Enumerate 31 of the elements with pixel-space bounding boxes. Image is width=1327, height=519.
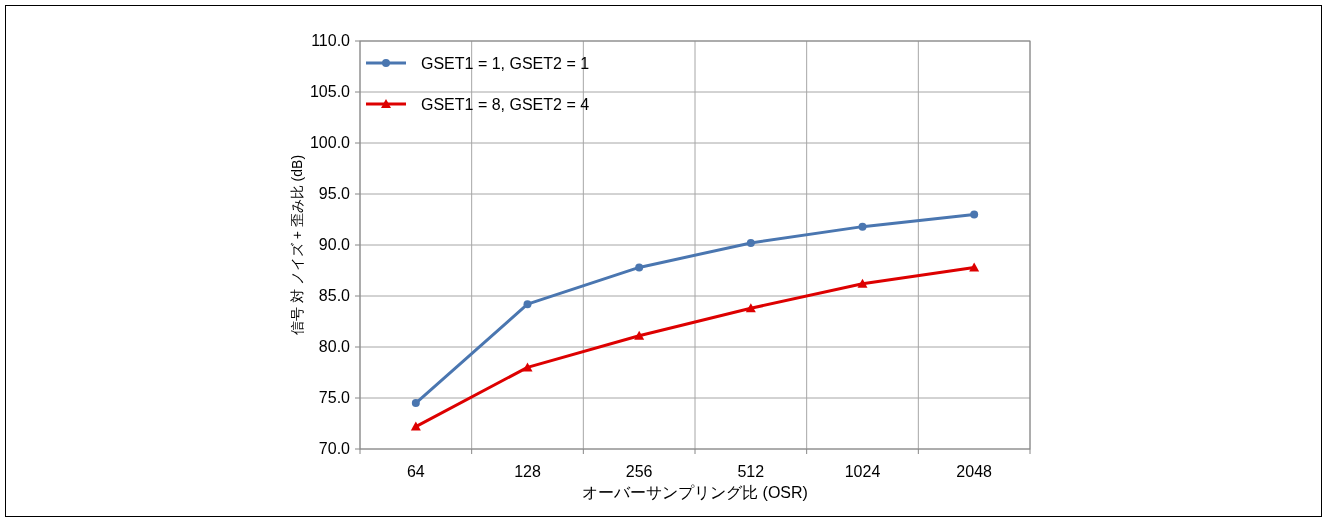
point	[634, 330, 645, 340]
x-tick-label: 512	[737, 463, 765, 480]
point	[857, 278, 868, 288]
point	[969, 262, 980, 272]
y-tick-label: 70.0	[318, 440, 351, 457]
point	[522, 362, 533, 372]
x-tick-label: 128	[514, 463, 541, 480]
x-tick-label: 2048	[956, 463, 993, 480]
y-tick-label: 100.0	[309, 134, 351, 151]
y-axis-title: 信号 対 ノイズ + 歪み比 (dB)	[289, 154, 305, 336]
x-tick-label: 1024	[844, 463, 881, 480]
y-tick-label: 75.0	[318, 389, 351, 406]
y-tick-label: 80.0	[318, 338, 351, 355]
point	[410, 421, 421, 431]
y-tick-label: 90.0	[318, 236, 351, 253]
point	[970, 210, 979, 219]
y-tick-label: 95.0	[318, 185, 351, 202]
x-axis-title: オーバーサンプリング比 (OSR)	[582, 484, 808, 501]
point	[746, 238, 755, 247]
legend-label: GSET1 = 8, GSET2 = 4	[421, 96, 590, 113]
x-tick-label: 256	[625, 463, 653, 480]
x-tick-label: 64	[406, 463, 425, 480]
y-tick-label: 110.0	[311, 32, 351, 49]
point	[523, 300, 532, 309]
point	[635, 263, 644, 272]
point	[411, 399, 420, 408]
point	[745, 303, 756, 313]
y-tick-label: 105.0	[309, 83, 351, 100]
point	[858, 222, 867, 231]
y-tick-label: 85.0	[318, 287, 351, 304]
legend-label: GSET1 = 1, GSET2 = 1	[421, 55, 590, 72]
